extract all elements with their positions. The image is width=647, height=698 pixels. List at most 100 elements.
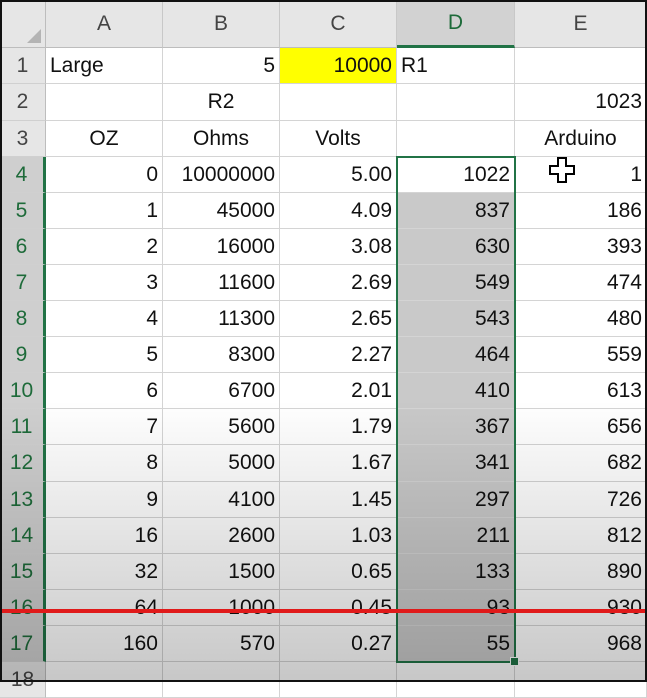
cell-c4[interactable]: 5.00 <box>280 157 397 193</box>
cell-e5[interactable]: 186 <box>515 193 647 229</box>
cell-a8[interactable]: 4 <box>46 301 163 337</box>
cell-e16[interactable]: 930 <box>515 590 647 626</box>
cell-a12[interactable]: 8 <box>46 445 163 482</box>
cell-b8[interactable]: 11300 <box>163 301 280 337</box>
row-header-17[interactable]: 17 <box>0 626 46 662</box>
cell-b5[interactable]: 45000 <box>163 193 280 229</box>
column-header-d[interactable]: D <box>397 0 515 48</box>
cell-c3[interactable]: Volts <box>280 121 397 157</box>
cell-c17[interactable]: 0.27 <box>280 626 397 662</box>
cell-d13[interactable]: 297 <box>397 482 515 518</box>
row-header-15[interactable]: 15 <box>0 554 46 590</box>
row-header-11[interactable]: 11 <box>0 409 46 445</box>
row-header-18[interactable]: 18 <box>0 662 46 698</box>
cell-b15[interactable]: 1500 <box>163 554 280 590</box>
cell-c10[interactable]: 2.01 <box>280 373 397 409</box>
cell-d9[interactable]: 464 <box>397 337 515 373</box>
cell-e9[interactable]: 559 <box>515 337 647 373</box>
cell-d18[interactable] <box>397 662 515 698</box>
cell-b18[interactable] <box>163 662 280 698</box>
row-header-8[interactable]: 8 <box>0 301 46 337</box>
cell-c16[interactable]: 0.45 <box>280 590 397 626</box>
cell-b3[interactable]: Ohms <box>163 121 280 157</box>
cell-a5[interactable]: 1 <box>46 193 163 229</box>
cell-d8[interactable]: 543 <box>397 301 515 337</box>
cell-a3[interactable]: OZ <box>46 121 163 157</box>
cell-c5[interactable]: 4.09 <box>280 193 397 229</box>
cell-b12[interactable]: 5000 <box>163 445 280 482</box>
cell-c11[interactable]: 1.79 <box>280 409 397 445</box>
cell-e11[interactable]: 656 <box>515 409 647 445</box>
cell-e13[interactable]: 726 <box>515 482 647 518</box>
row-header-12[interactable]: 12 <box>0 445 46 482</box>
cell-d14[interactable]: 211 <box>397 518 515 554</box>
cell-e3[interactable]: Arduino <box>515 121 647 157</box>
cell-c12[interactable]: 1.67 <box>280 445 397 482</box>
cell-c6[interactable]: 3.08 <box>280 229 397 265</box>
column-header-c[interactable]: C <box>280 0 397 48</box>
row-header-13[interactable]: 13 <box>0 482 46 518</box>
cell-e4[interactable]: 1 <box>515 157 647 193</box>
cell-a18[interactable] <box>46 662 163 698</box>
select-all-corner[interactable] <box>0 0 46 48</box>
cell-d10[interactable]: 410 <box>397 373 515 409</box>
cell-d16[interactable]: 93 <box>397 590 515 626</box>
column-header-a[interactable]: A <box>46 0 163 48</box>
cell-a2[interactable] <box>46 84 163 121</box>
cell-b7[interactable]: 11600 <box>163 265 280 301</box>
cell-e15[interactable]: 890 <box>515 554 647 590</box>
cell-a9[interactable]: 5 <box>46 337 163 373</box>
cell-a7[interactable]: 3 <box>46 265 163 301</box>
cell-c15[interactable]: 0.65 <box>280 554 397 590</box>
row-header-3[interactable]: 3 <box>0 121 46 157</box>
cell-b10[interactable]: 6700 <box>163 373 280 409</box>
cell-b13[interactable]: 4100 <box>163 482 280 518</box>
cell-c9[interactable]: 2.27 <box>280 337 397 373</box>
cell-d11[interactable]: 367 <box>397 409 515 445</box>
cell-a11[interactable]: 7 <box>46 409 163 445</box>
cell-c8[interactable]: 2.65 <box>280 301 397 337</box>
cell-e12[interactable]: 682 <box>515 445 647 482</box>
row-header-4[interactable]: 4 <box>0 157 46 193</box>
cell-d6[interactable]: 630 <box>397 229 515 265</box>
column-header-e[interactable]: E <box>515 0 647 48</box>
cell-a10[interactable]: 6 <box>46 373 163 409</box>
cell-d17[interactable]: 55 <box>397 626 515 662</box>
cell-a13[interactable]: 9 <box>46 482 163 518</box>
cell-e10[interactable]: 613 <box>515 373 647 409</box>
cell-b17[interactable]: 570 <box>163 626 280 662</box>
cell-e17[interactable]: 968 <box>515 626 647 662</box>
cell-c7[interactable]: 2.69 <box>280 265 397 301</box>
cell-e18[interactable] <box>515 662 647 698</box>
cell-b6[interactable]: 16000 <box>163 229 280 265</box>
cell-d2[interactable] <box>397 84 515 121</box>
cell-e1[interactable] <box>515 48 647 84</box>
cell-d15[interactable]: 133 <box>397 554 515 590</box>
cell-d3[interactable] <box>397 121 515 157</box>
cell-e2[interactable]: 1023 <box>515 84 647 121</box>
cell-b16[interactable]: 1000 <box>163 590 280 626</box>
cell-e7[interactable]: 474 <box>515 265 647 301</box>
cell-b9[interactable]: 8300 <box>163 337 280 373</box>
cell-e6[interactable]: 393 <box>515 229 647 265</box>
cell-a6[interactable]: 2 <box>46 229 163 265</box>
row-header-9[interactable]: 9 <box>0 337 46 373</box>
cell-c2[interactable] <box>280 84 397 121</box>
cell-d1[interactable]: R1 <box>397 48 515 84</box>
row-header-2[interactable]: 2 <box>0 84 46 121</box>
cell-c14[interactable]: 1.03 <box>280 518 397 554</box>
fill-handle[interactable] <box>510 657 519 666</box>
column-header-b[interactable]: B <box>163 0 280 48</box>
cell-e8[interactable]: 480 <box>515 301 647 337</box>
cell-b14[interactable]: 2600 <box>163 518 280 554</box>
cell-b11[interactable]: 5600 <box>163 409 280 445</box>
row-header-10[interactable]: 10 <box>0 373 46 409</box>
cell-a17[interactable]: 160 <box>46 626 163 662</box>
cell-c1[interactable]: 10000 <box>280 48 397 84</box>
cell-d4[interactable]: 1022 <box>397 157 515 193</box>
cell-a1[interactable]: Large <box>46 48 163 84</box>
row-header-6[interactable]: 6 <box>0 229 46 265</box>
row-header-5[interactable]: 5 <box>0 193 46 229</box>
cell-d12[interactable]: 341 <box>397 445 515 482</box>
cell-b4[interactable]: 10000000 <box>163 157 280 193</box>
